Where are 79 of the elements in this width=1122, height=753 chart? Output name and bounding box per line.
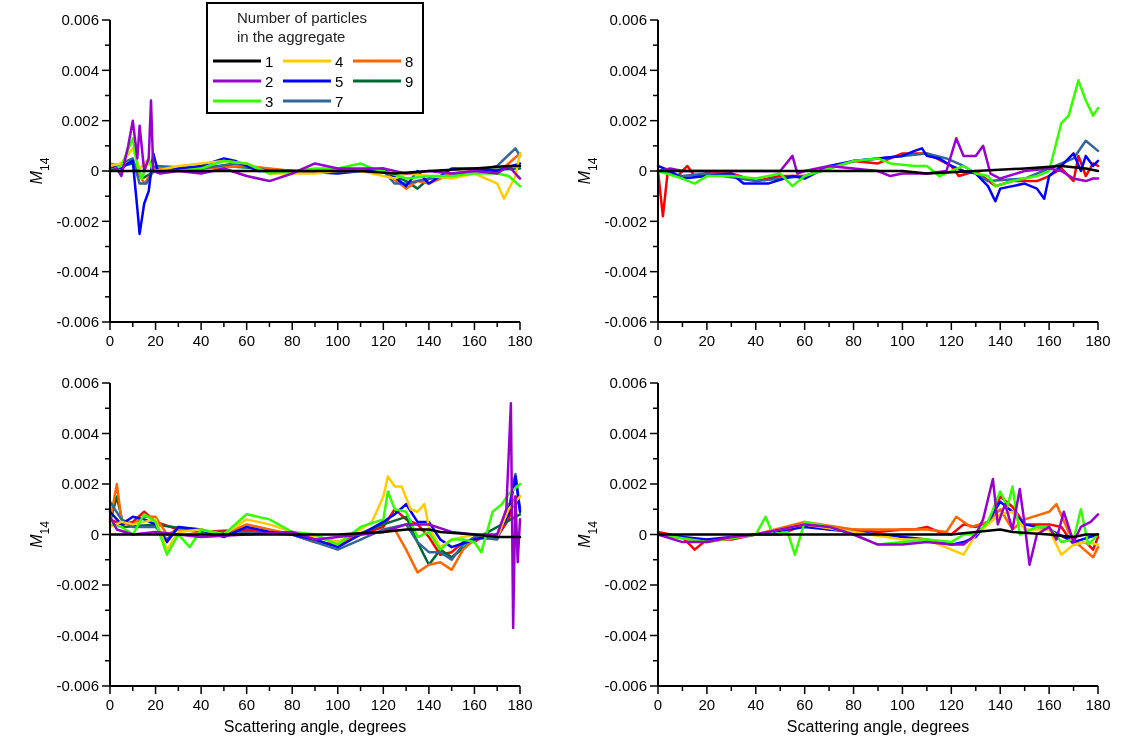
x-tick-label: 140 [416,332,442,349]
x-tick-label: 80 [845,696,862,713]
y-tick-label: 0.002 [609,111,647,129]
legend-label: 4 [335,53,344,70]
legend-label: 2 [265,73,274,90]
x-tick-label: 0 [653,696,663,713]
x-tick-label: 120 [938,332,964,349]
legend-label: 1 [265,53,274,70]
x-tick-label: 100 [889,332,915,349]
y-tick-label: -0.002 [604,212,647,230]
y-tick-label: 0.002 [609,475,647,493]
y-tick-label: 0 [90,525,99,543]
y-tick-label: 0.006 [609,374,647,392]
x-tick-label: 160 [1036,332,1062,349]
y-tick-label: 0.006 [61,374,99,392]
x-tick-label: 100 [889,696,915,713]
x-tick-label: 0 [105,696,115,713]
x-tick-label: 40 [192,332,210,349]
y-tick-label: 0.006 [61,11,99,29]
y-tick-label: -0.004 [56,626,99,644]
x-tick-label: 40 [192,696,210,713]
y-tick-label: 0 [638,162,647,180]
y-tick-label: 0 [90,162,99,180]
x-tick-label: 20 [147,696,164,713]
x-tick-label: 20 [147,332,164,349]
x-tick-label: 60 [238,696,256,713]
x-tick-label: 180 [507,696,533,713]
legend-label: 8 [405,53,414,70]
y-tick-label: -0.006 [56,677,99,695]
y-tick-label: 0.004 [609,424,647,442]
x-tick-label: 180 [1085,332,1111,349]
x-axis-title: Scattering angle, degrees [223,718,407,735]
y-tick-label: -0.006 [604,313,647,331]
legend-label: 9 [405,73,414,90]
x-tick-label: 100 [325,332,351,349]
x-tick-label: 100 [325,696,351,713]
x-tick-label: 60 [796,696,814,713]
y-tick-label: 0.004 [609,61,647,79]
x-tick-label: 60 [238,332,256,349]
legend-title: Number of particles in the aggregate [237,9,368,45]
y-tick-label: 0.006 [609,11,647,29]
y-tick-label: -0.002 [56,576,99,594]
y-tick-label: -0.002 [56,212,99,230]
x-tick-label: 0 [653,332,663,349]
x-tick-label: 180 [1085,696,1111,713]
y-tick-label: 0.004 [61,424,99,442]
x-tick-label: 120 [370,696,396,713]
y-tick-label: -0.006 [56,313,99,331]
x-tick-label: 140 [987,332,1013,349]
x-tick-label: 80 [283,696,301,713]
y-tick-label: 0.002 [61,475,99,493]
x-tick-label: 20 [698,332,716,349]
x-tick-label: 60 [796,332,814,349]
legend-label: 3 [265,93,274,110]
y-tick-label: -0.002 [604,576,647,594]
x-axis-title: Scattering angle, degrees [786,718,970,735]
x-tick-label: 160 [1036,696,1062,713]
x-tick-label: 160 [461,696,487,713]
x-tick-label: 80 [845,332,862,349]
y-tick-label: 0.004 [61,61,99,79]
x-tick-label: 140 [416,696,442,713]
x-tick-label: 140 [987,696,1013,713]
x-tick-label: 120 [370,332,396,349]
y-tick-label: -0.006 [604,677,647,695]
y-tick-label: 0.002 [61,111,99,129]
x-tick-label: 180 [507,332,533,349]
x-tick-label: 120 [938,696,964,713]
y-tick-label: 0 [638,525,647,543]
legend-label: 5 [335,73,344,90]
legend-label: 7 [335,93,344,110]
x-tick-label: 0 [105,332,115,349]
x-tick-label: 80 [283,332,301,349]
y-tick-label: -0.004 [56,262,99,280]
x-tick-label: 160 [461,332,487,349]
y-tick-label: -0.004 [604,626,647,644]
y-tick-label: -0.004 [604,262,647,280]
x-tick-label: 40 [747,332,765,349]
x-tick-label: 20 [698,696,716,713]
x-tick-label: 40 [747,696,765,713]
